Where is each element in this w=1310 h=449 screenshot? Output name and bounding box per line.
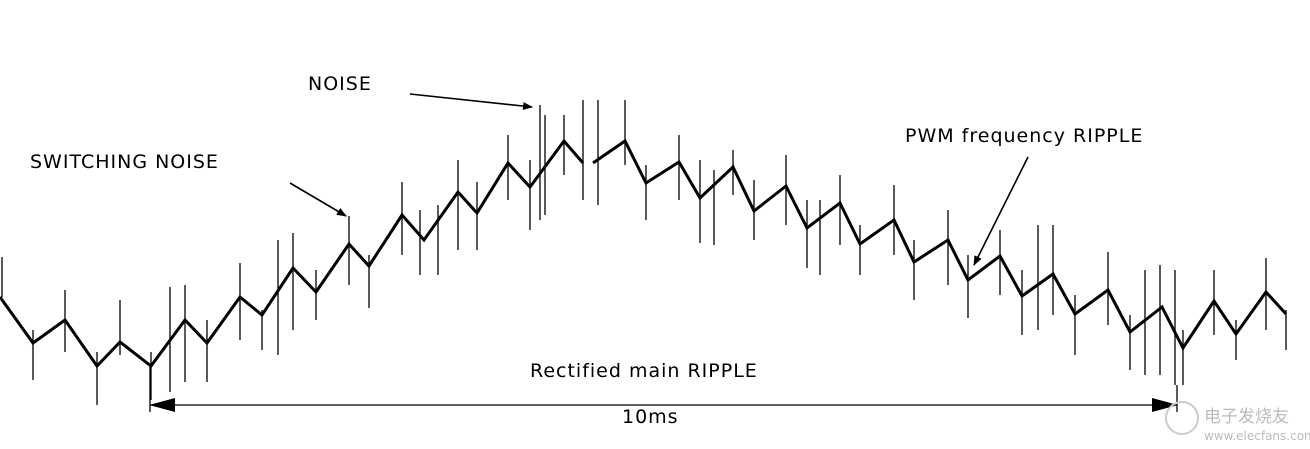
label: NOISE [308,73,372,95]
noise-spikes [1,100,1287,405]
arrow [973,156,1029,266]
watermark-name: 电子发烧友 [1204,407,1289,427]
watermark-logo [1165,401,1199,435]
arrow [409,93,533,111]
label: Rectified main RIPPLE [530,360,758,382]
label: 10ms [622,406,679,428]
arrow [289,182,347,217]
ripple-waveform [0,138,585,369]
watermark-url: www.elecfans.com [1204,429,1310,443]
ripple-waveform [592,138,1288,351]
label: SWITCHING NOISE [30,151,219,173]
label: PWM frequency RIPPLE [905,125,1143,147]
